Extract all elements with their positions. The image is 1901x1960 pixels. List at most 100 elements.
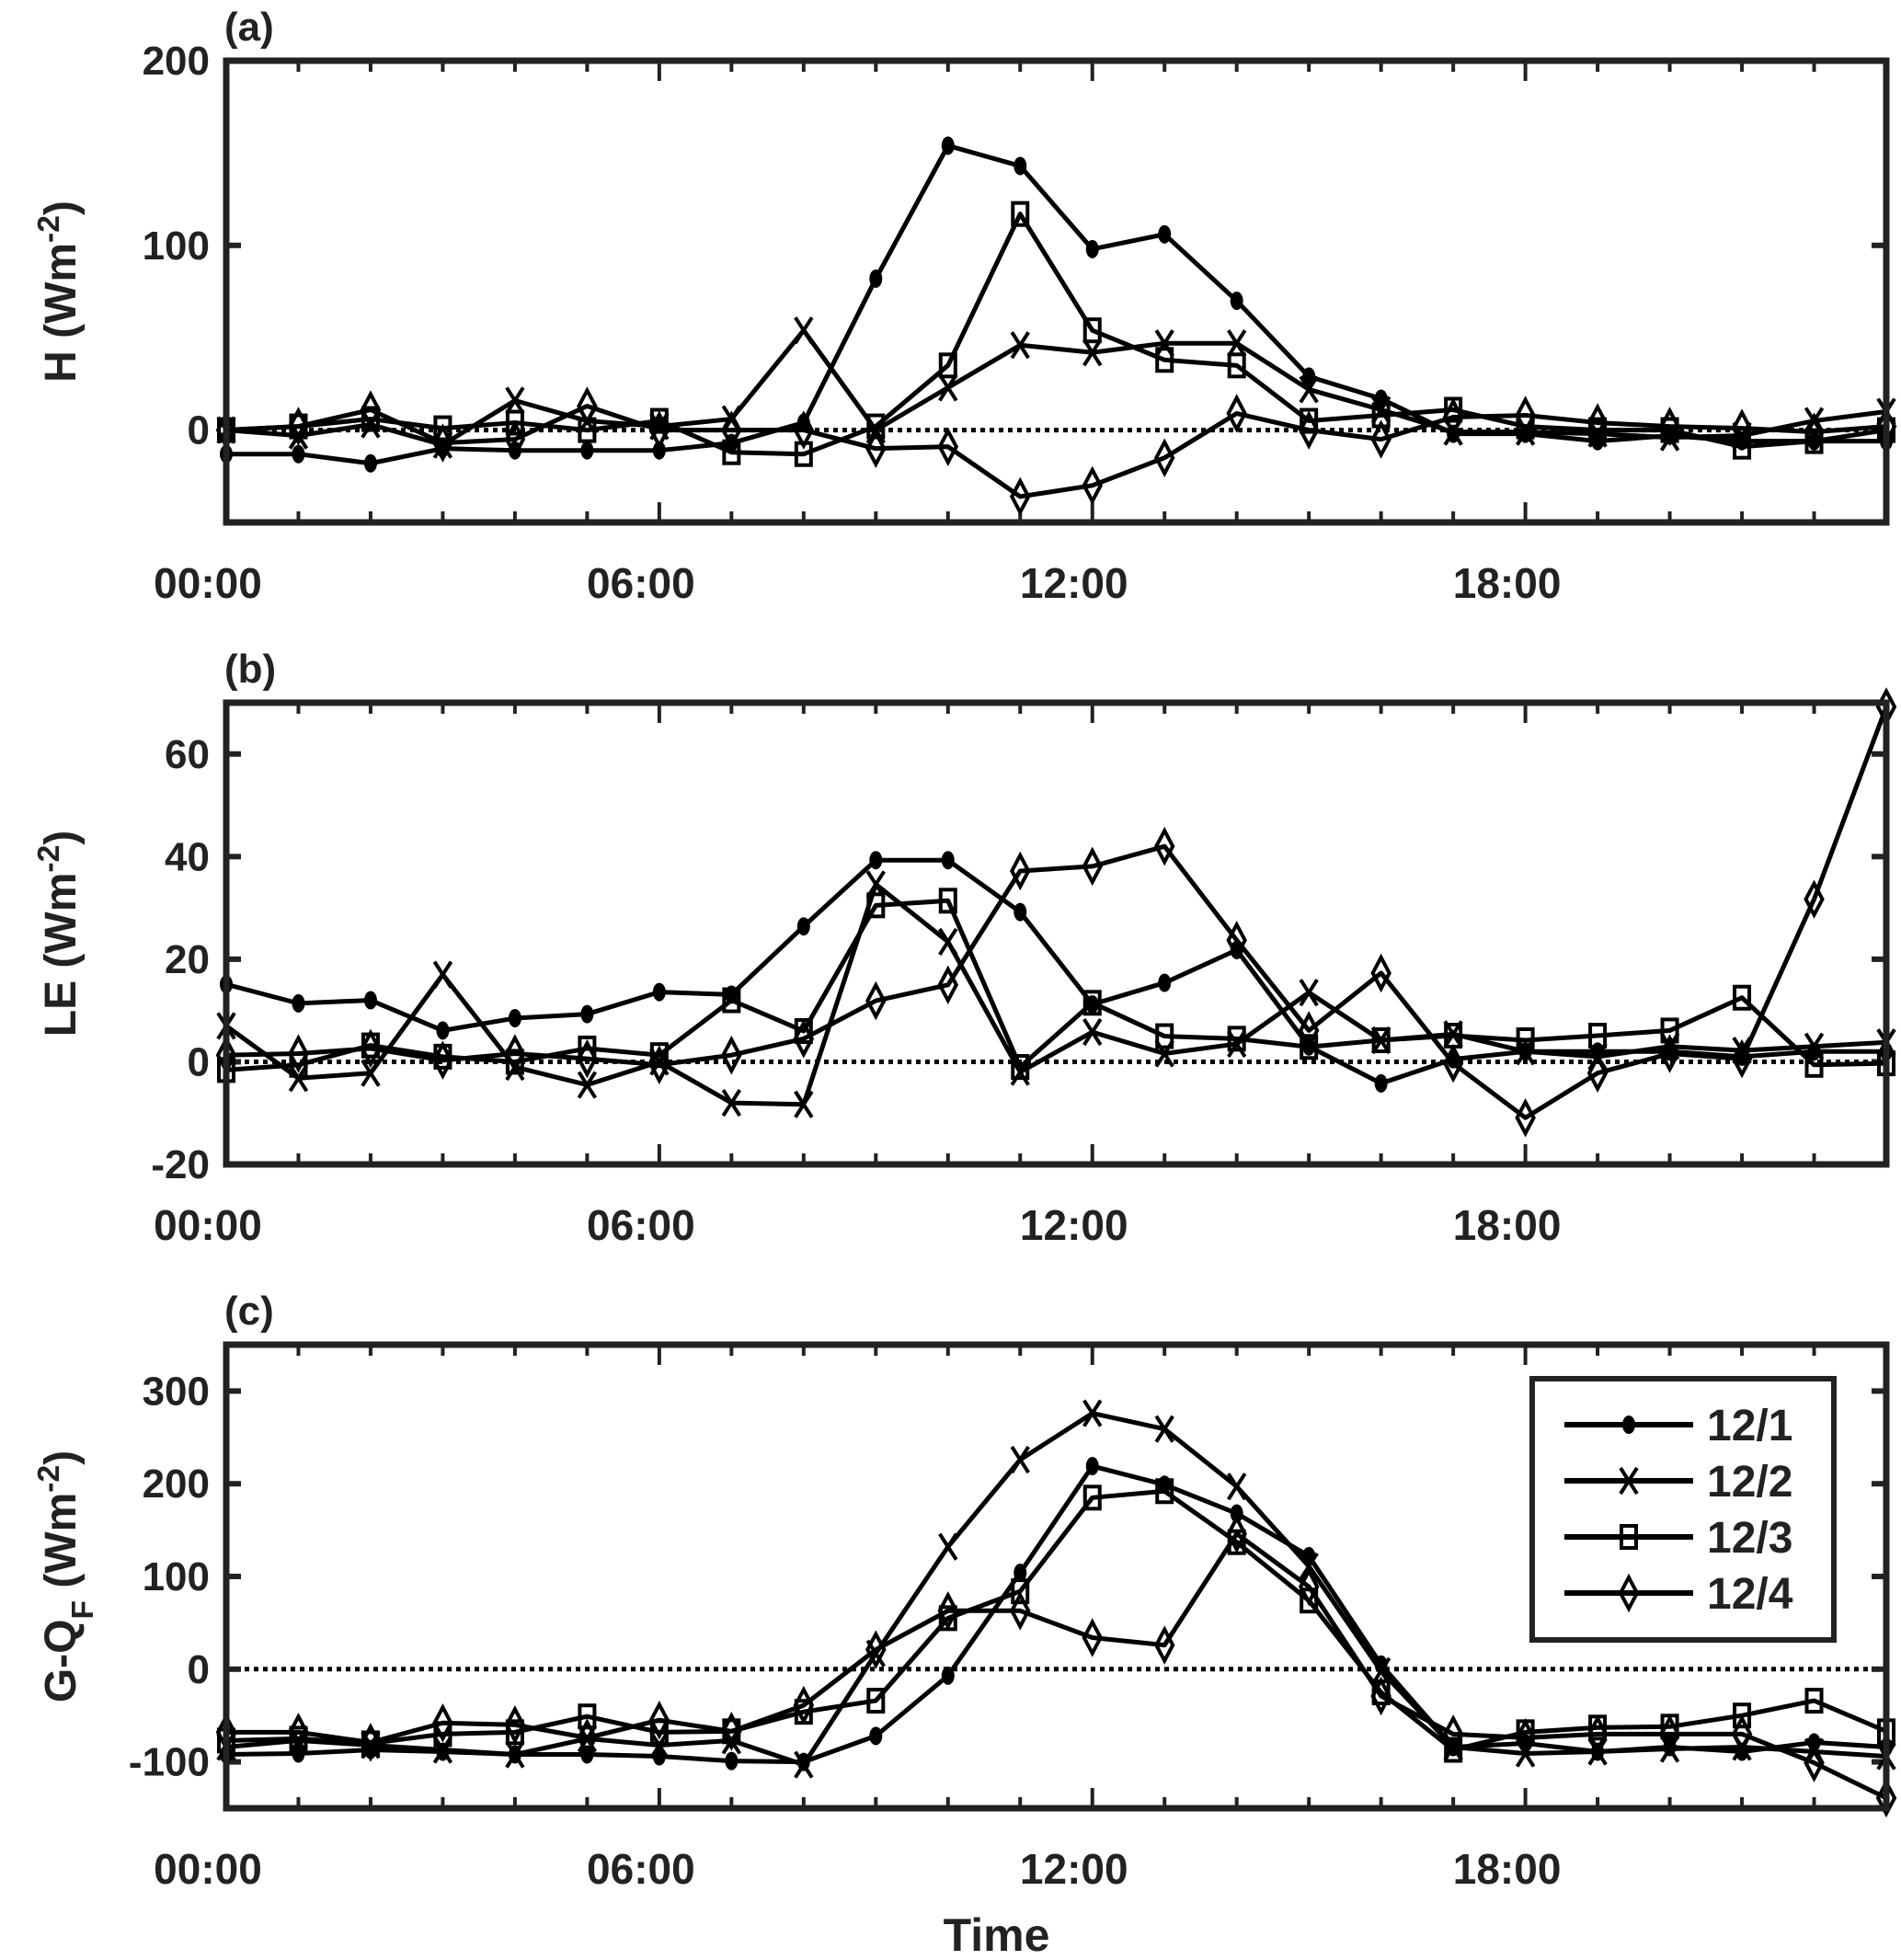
data-point-square <box>505 409 524 436</box>
data-point-diamond <box>1515 395 1536 435</box>
data-point-square <box>1082 990 1102 1016</box>
x-tick-label: 00:00 <box>154 559 262 607</box>
series-line <box>225 857 1886 1086</box>
data-point-square <box>1011 1578 1030 1605</box>
data-point-diamond <box>288 1034 309 1073</box>
data-point-diamond <box>1659 1714 1680 1754</box>
data-point-x <box>432 960 453 989</box>
data-point-dot <box>652 441 666 460</box>
x-tick-label: 00:00 <box>154 1201 262 1249</box>
legend-marker-dot <box>1622 1416 1635 1434</box>
data-point-diamond <box>1442 397 1464 437</box>
panel-b: (b) 00:00 06:00 12:00 18:00 -20 0 20 40 60 LE (Wm-… <box>32 647 1897 1249</box>
data-point-dot <box>941 851 955 870</box>
data-point-x <box>794 1090 814 1118</box>
data-point-x <box>505 386 525 415</box>
y-tick-label: 0 <box>188 408 210 453</box>
x-tick-label: 12:00 <box>1020 1201 1128 1249</box>
legend-entry: 12/4 <box>1564 1570 1793 1619</box>
data-point-square <box>1516 1027 1535 1054</box>
panel-c: (c) 00:00 06:00 12:00 18:00 -100 0 100 200 300 G-Q… <box>32 1289 1897 1960</box>
data-point-x <box>505 1740 525 1769</box>
y-tick-label: 100 <box>143 1554 210 1599</box>
series-line <box>225 898 1887 1072</box>
x-tick-label: 12:00 <box>1020 1845 1128 1893</box>
data-point-diamond <box>1298 1566 1320 1607</box>
y-tick-label: 40 <box>165 834 210 879</box>
data-point-dot <box>363 453 377 473</box>
y-tick-label: 100 <box>143 224 210 269</box>
series-12-2 <box>216 316 1896 459</box>
data-point-x <box>1082 1018 1103 1047</box>
series-line <box>224 881 1887 1107</box>
data-point-diamond <box>504 419 526 459</box>
data-point-square <box>938 888 957 914</box>
legend-marker-square <box>1620 1524 1638 1550</box>
data-point-x <box>1082 1399 1103 1427</box>
data-point-diamond <box>1442 1043 1464 1083</box>
y-axis-label: LE (Wm-2) <box>32 831 86 1037</box>
y-axis-label: G-QF (Wm-2) <box>32 1450 100 1702</box>
x-tick-label: 18:00 <box>1453 1845 1562 1893</box>
data-point-square <box>866 892 886 919</box>
data-point-diamond <box>793 410 815 450</box>
data-point-dot <box>1085 239 1099 258</box>
data-point-square <box>1300 1034 1319 1060</box>
series-line <box>225 1411 1887 1768</box>
data-point-x <box>1010 1445 1030 1474</box>
data-point-square <box>1733 1702 1752 1729</box>
data-point-x <box>577 1071 598 1099</box>
data-point-x <box>1154 1415 1174 1443</box>
panel-label: (b) <box>224 647 276 692</box>
data-point-dot <box>363 991 377 1010</box>
data-point-diamond <box>1804 879 1825 919</box>
data-point-x <box>794 316 814 345</box>
data-point-diamond <box>1515 1718 1536 1758</box>
data-point-diamond <box>360 1028 382 1069</box>
data-point-diamond <box>793 1685 815 1725</box>
series-line <box>225 327 1887 448</box>
legend-label: 12/3 <box>1707 1514 1792 1563</box>
data-point-diamond <box>721 1035 742 1075</box>
data-point-x <box>1227 329 1247 358</box>
data-point-diamond <box>288 1713 309 1752</box>
data-point-diamond <box>1731 1714 1753 1754</box>
data-point-dot <box>292 444 305 464</box>
axes-frame <box>223 1341 1890 1812</box>
data-point-dot <box>869 269 883 288</box>
data-point-diamond <box>865 429 887 468</box>
data-point-x <box>938 927 958 957</box>
data-point-diamond <box>1586 1714 1609 1754</box>
data-point-diamond <box>288 407 309 446</box>
data-point-dot <box>1230 1504 1243 1523</box>
data-point-square <box>1155 1023 1174 1049</box>
data-point-diamond <box>1082 1618 1104 1657</box>
data-point-diamond <box>1153 826 1175 866</box>
data-point-diamond <box>432 423 453 463</box>
legend-label: 12/1 <box>1707 1402 1792 1450</box>
data-point-square <box>1011 1054 1030 1081</box>
data-point-diamond <box>1731 1038 1753 1079</box>
data-point-diamond <box>1153 1625 1175 1665</box>
data-point-dot <box>1013 156 1027 176</box>
series-12-1 <box>220 136 1893 473</box>
data-point-diamond <box>793 1019 815 1059</box>
data-point-diamond <box>1009 476 1031 517</box>
series-12-2 <box>216 870 1896 1118</box>
series-line <box>225 403 1887 499</box>
data-point-square <box>1588 1022 1608 1049</box>
x-tick-label: 06:00 <box>587 1201 695 1249</box>
data-point-dot <box>652 982 666 1002</box>
axes-frame <box>223 699 1890 1168</box>
x-tick-label: 06:00 <box>587 1845 695 1893</box>
y-tick-label: 0 <box>188 1647 210 1692</box>
data-point-dot <box>436 1021 450 1040</box>
data-point-diamond <box>1370 953 1391 993</box>
series-line <box>225 1488 1887 1752</box>
data-point-diamond <box>1298 1011 1320 1050</box>
data-point-square <box>1155 347 1174 373</box>
y-tick-label: 200 <box>143 1461 210 1507</box>
data-point-square <box>866 413 886 440</box>
series-12-4 <box>215 687 1897 1138</box>
panel-label: (c) <box>224 1289 274 1334</box>
